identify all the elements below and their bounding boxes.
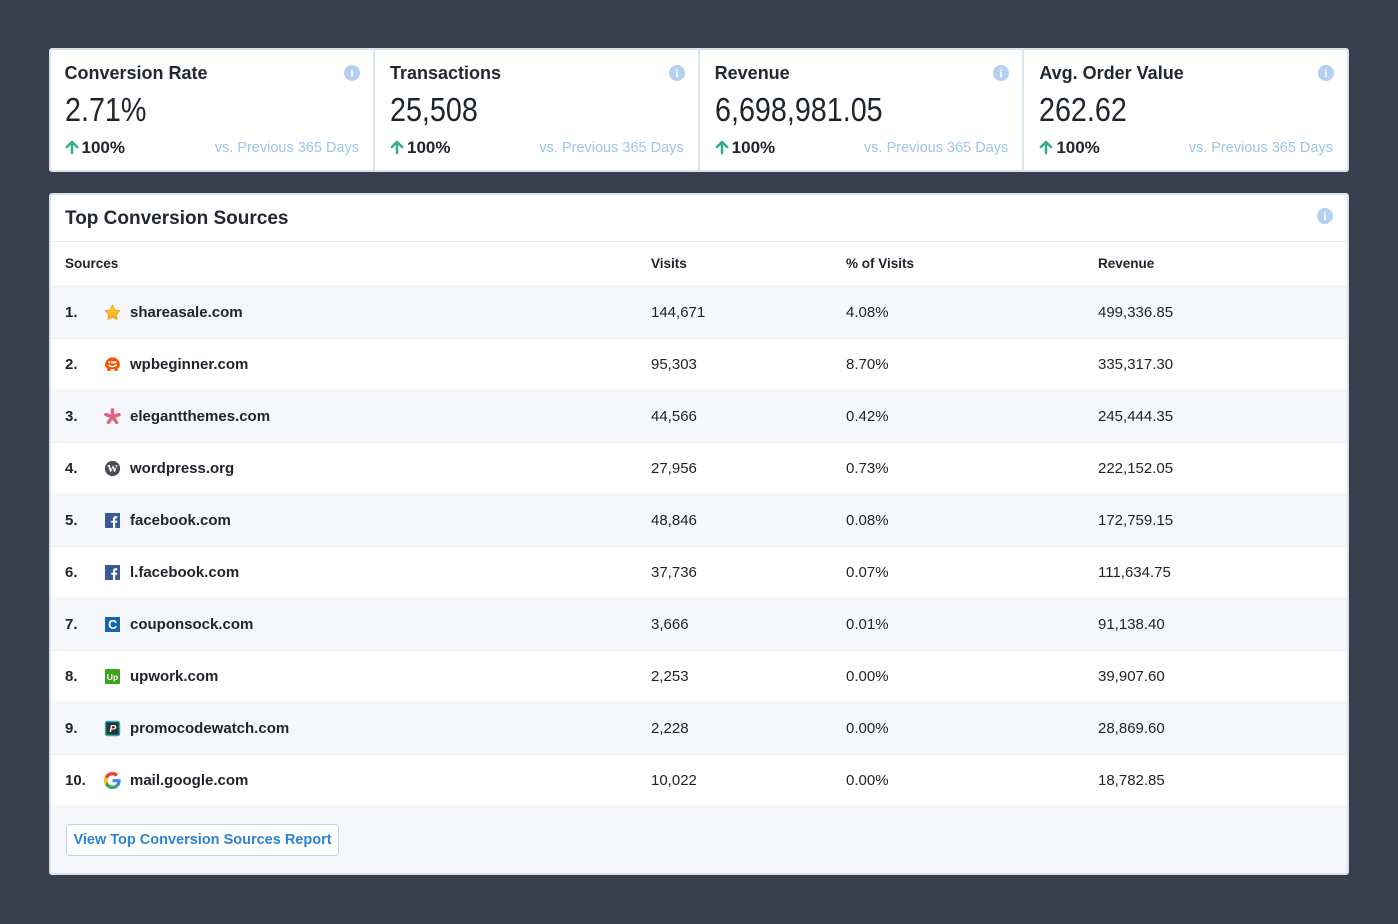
svg-text:C: C [108, 618, 117, 632]
svg-text:i: i [1000, 67, 1004, 80]
svg-text:Up: Up [107, 672, 118, 682]
svg-text:i: i [675, 67, 679, 80]
svg-text:P: P [109, 723, 117, 735]
svg-text:i: i [1324, 67, 1328, 80]
svg-text:i: i [1323, 210, 1327, 223]
svg-text:i: i [350, 67, 354, 80]
svg-text:W: W [107, 464, 118, 475]
